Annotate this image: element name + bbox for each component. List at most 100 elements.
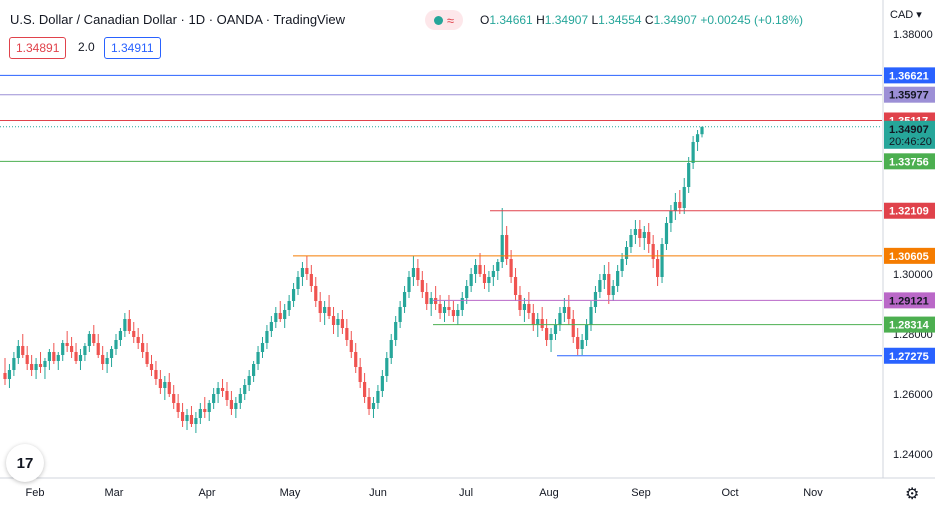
x-tick-label: Jun bbox=[369, 487, 387, 499]
candle-body bbox=[212, 394, 216, 403]
candle-body bbox=[509, 259, 513, 277]
candle-body bbox=[252, 364, 256, 376]
gear-icon[interactable]: ⚙ bbox=[905, 486, 920, 503]
ohlc-close-key: C bbox=[644, 13, 654, 27]
candle-body bbox=[633, 229, 638, 235]
candle-body bbox=[189, 415, 194, 424]
bid-button[interactable]: 1.34891 bbox=[9, 37, 67, 59]
candle-body bbox=[558, 313, 562, 325]
candle-body bbox=[238, 394, 242, 403]
candle-body bbox=[664, 223, 669, 244]
ohlc-high-value: 1.34907 bbox=[544, 13, 589, 27]
candle-body bbox=[7, 370, 12, 379]
candle-body bbox=[225, 391, 229, 400]
candle-body bbox=[411, 268, 416, 277]
x-tick-label: Feb bbox=[26, 487, 45, 499]
y-tick-label: 1.30000 bbox=[893, 269, 933, 281]
candle-body bbox=[176, 403, 180, 412]
candle-body bbox=[518, 295, 522, 310]
ask-button[interactable]: 1.34911 bbox=[104, 37, 161, 59]
chevron-down-icon: ▾ bbox=[916, 9, 922, 21]
candle-body bbox=[69, 346, 74, 352]
candle-body bbox=[340, 319, 345, 328]
candle-body bbox=[43, 361, 47, 367]
price-line-label-box bbox=[884, 202, 935, 219]
candle-body bbox=[336, 319, 340, 325]
candle-body bbox=[180, 412, 185, 421]
candle-body bbox=[78, 355, 83, 361]
candle-body bbox=[482, 274, 487, 283]
candle-body bbox=[473, 265, 478, 274]
candle-body bbox=[145, 352, 149, 364]
y-tick-label: 1.38000 bbox=[893, 29, 933, 41]
candle-body bbox=[83, 346, 87, 355]
candle-body bbox=[274, 313, 278, 322]
candle-body bbox=[38, 364, 43, 367]
candle-body bbox=[389, 340, 393, 358]
candle-body bbox=[367, 397, 371, 409]
candle-body bbox=[584, 325, 589, 340]
candle-body bbox=[376, 391, 380, 403]
price-line-label: 1.29121 bbox=[889, 295, 929, 307]
candle-body bbox=[96, 343, 100, 355]
candle-body bbox=[34, 364, 38, 370]
candle-body bbox=[323, 307, 327, 313]
candle-body bbox=[194, 418, 198, 424]
candle-body bbox=[47, 352, 51, 361]
candle-body bbox=[651, 244, 655, 259]
candle-body bbox=[673, 202, 677, 211]
candle-body bbox=[562, 307, 566, 313]
candle-body bbox=[74, 352, 78, 361]
ohlc-open-key: O bbox=[480, 13, 490, 27]
candle-body bbox=[56, 355, 60, 361]
candle-body bbox=[327, 307, 331, 316]
candle-body bbox=[309, 274, 313, 286]
candle-body bbox=[460, 298, 464, 310]
market-status-pill[interactable]: ≈ bbox=[425, 10, 463, 30]
ohlc-low-key: L bbox=[591, 13, 599, 27]
candle-body bbox=[571, 319, 575, 337]
candle-body bbox=[243, 385, 247, 394]
candle-body bbox=[687, 163, 691, 187]
candle-body bbox=[580, 340, 584, 349]
price-line-label: 1.36621 bbox=[889, 70, 929, 82]
candle-body bbox=[52, 352, 56, 361]
candle-body bbox=[283, 310, 287, 319]
candle-body bbox=[656, 259, 660, 277]
candle-body bbox=[132, 331, 136, 337]
candle-body bbox=[16, 346, 20, 358]
candle-body bbox=[380, 376, 384, 391]
price-line-label-box bbox=[884, 316, 935, 333]
candle-body bbox=[425, 292, 429, 304]
candle-body bbox=[438, 304, 442, 313]
candle-body bbox=[101, 355, 105, 364]
candle-body bbox=[220, 388, 225, 391]
candle-body bbox=[407, 277, 411, 292]
tradingview-logo-icon[interactable]: 17 bbox=[6, 444, 44, 482]
candle-body bbox=[447, 307, 451, 310]
x-tick-label: Jul bbox=[459, 487, 473, 499]
candle-body bbox=[660, 244, 664, 277]
candle-body bbox=[185, 415, 189, 421]
candle-body bbox=[61, 343, 65, 355]
y-tick-label: 1.26000 bbox=[893, 389, 933, 401]
candle-body bbox=[540, 319, 544, 328]
candle-body bbox=[256, 352, 260, 364]
candle-body bbox=[141, 343, 145, 352]
candle-body bbox=[105, 358, 109, 364]
candle-body bbox=[314, 286, 318, 301]
candle-body bbox=[296, 277, 300, 289]
candle-body bbox=[234, 403, 238, 409]
candle-body bbox=[616, 271, 620, 286]
candle-body bbox=[371, 403, 376, 409]
candle-body bbox=[118, 331, 123, 340]
currency-label: CAD bbox=[890, 9, 914, 21]
candle-body bbox=[87, 334, 91, 346]
candle-body bbox=[567, 307, 571, 319]
candle-body bbox=[478, 265, 482, 274]
candle-body bbox=[354, 352, 358, 367]
candle-body bbox=[265, 331, 269, 343]
currency-selector[interactable]: CAD ▾ bbox=[890, 8, 922, 21]
candle-body bbox=[136, 337, 140, 343]
